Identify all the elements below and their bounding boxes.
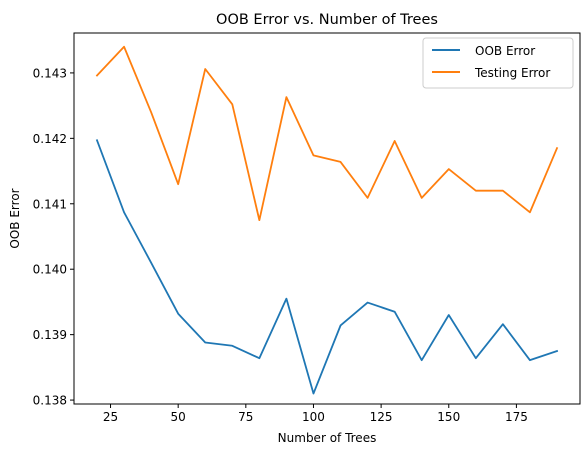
legend: OOB Error Testing Error [422,37,574,89]
y-tick-label: 0.139 [33,328,67,342]
y-tick-label: 0.140 [33,263,67,277]
x-tick-label: 25 [103,410,118,424]
x-tick-label: 50 [171,410,186,424]
x-tick-label: 75 [238,410,253,424]
y-axis-label: OOB Error [8,188,22,248]
x-axis-label: Number of Trees [278,431,377,445]
plot-area: 25 50 75 100 125 150 175 0.138 0.139 0.140 0.141 0.… [33,45,559,424]
legend-frame [422,37,574,89]
chart-title: OOB Error vs. Number of Trees [216,12,438,28]
series-line-oob-error [95,139,559,395]
legend-label-testing-error: Testing Error [474,66,550,80]
x-tick-label: 125 [370,410,393,424]
y-tick-label: 0.141 [33,197,67,211]
x-tick-label: 150 [437,410,460,424]
series-line-testing-error [95,45,559,222]
x-tick-label: 100 [302,410,325,424]
y-tick-label: 0.143 [33,66,67,80]
legend-label-oob-error: OOB Error [475,44,535,58]
y-tick-label: 0.142 [33,132,67,146]
x-tick-label: 175 [505,410,528,424]
plot-frame [73,32,581,405]
y-tick-label: 0.138 [33,394,67,408]
